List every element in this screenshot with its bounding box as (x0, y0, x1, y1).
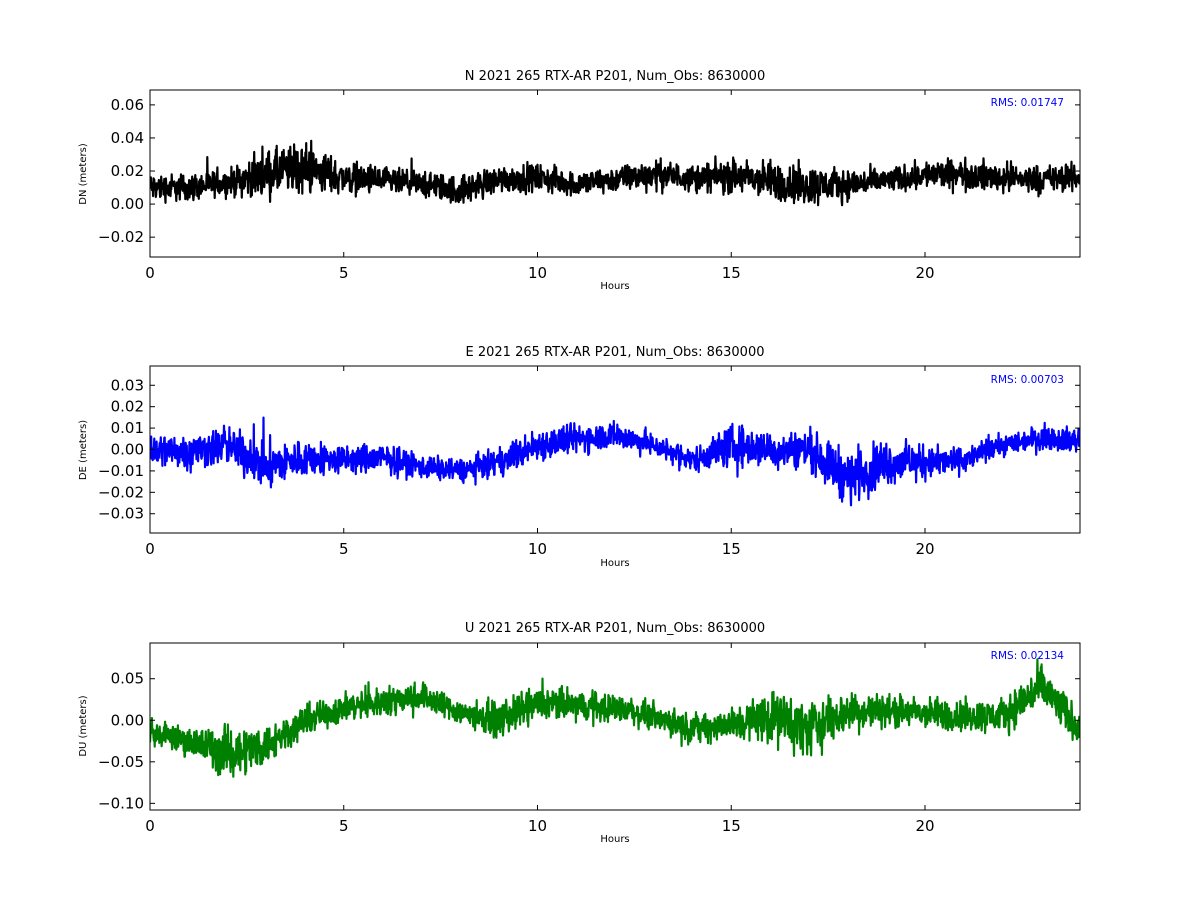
x-axis-label: Hours (600, 281, 629, 292)
subplot-up: U 2021 265 RTX-AR P201, Num_Obs: 8630000… (78, 621, 1081, 845)
x-tick-label: 0 (145, 817, 155, 835)
axes-frame (149, 642, 1081, 811)
x-tick-label: 20 (915, 540, 934, 558)
series-line (150, 139, 1080, 207)
axes-frame (149, 89, 1081, 258)
x-tick-label: 15 (722, 817, 741, 835)
y-tick-label: 0.06 (111, 96, 144, 114)
rms-label: RMS: 0.01747 (991, 97, 1064, 109)
x-tick-label: 20 (915, 817, 934, 835)
x-tick-label: 5 (339, 817, 349, 835)
x-tick-label: 0 (145, 264, 155, 282)
y-tick-label: −0.10 (98, 794, 144, 812)
x-tick-label: 20 (915, 264, 934, 282)
x-tick-label: 0 (145, 540, 155, 558)
y-tick-label: −0.02 (98, 483, 144, 501)
y-tick-label: 0.02 (111, 398, 144, 416)
subplot-title: E 2021 265 RTX-AR P201, Num_Obs: 8630000 (466, 345, 765, 360)
subplot-title: N 2021 265 RTX-AR P201, Num_Obs: 8630000 (465, 69, 765, 84)
x-tick-label: 10 (528, 817, 547, 835)
y-tick-label: −0.03 (98, 505, 144, 523)
y-tick-label: −0.02 (98, 228, 144, 246)
y-tick-label: 0.00 (111, 441, 144, 459)
rms-label: RMS: 0.00703 (991, 374, 1064, 386)
x-tick-label: 10 (528, 540, 547, 558)
x-axis-label: Hours (600, 834, 629, 845)
axes-frame (149, 365, 1081, 534)
series-line (150, 658, 1080, 778)
y-tick-label: −0.01 (98, 462, 144, 480)
y-tick-label: 0.01 (111, 419, 144, 437)
y-axis-label: DE (meters) (78, 420, 89, 480)
x-tick-label: 10 (528, 264, 547, 282)
x-axis-label: Hours (600, 558, 629, 569)
y-tick-label: 0.05 (111, 670, 144, 688)
y-tick-label: 0.04 (111, 129, 144, 147)
subplot-north: N 2021 265 RTX-AR P201, Num_Obs: 8630000… (78, 69, 1081, 292)
y-tick-label: 0.03 (111, 376, 144, 394)
x-tick-label: 5 (339, 264, 349, 282)
y-tick-label: −0.05 (98, 753, 144, 771)
x-tick-label: 15 (722, 540, 741, 558)
y-tick-label: 0.02 (111, 162, 144, 180)
subplot-east: E 2021 265 RTX-AR P201, Num_Obs: 8630000… (78, 345, 1081, 569)
y-tick-label: 0.00 (111, 711, 144, 729)
y-axis-label: DN (meters) (78, 143, 89, 205)
x-tick-label: 5 (339, 540, 349, 558)
series-line (150, 416, 1080, 507)
y-axis-label: DU (meters) (78, 695, 89, 756)
subplot-title: U 2021 265 RTX-AR P201, Num_Obs: 8630000 (465, 621, 765, 636)
rms-label: RMS: 0.02134 (991, 650, 1065, 662)
x-tick-label: 15 (722, 264, 741, 282)
y-tick-label: 0.00 (111, 195, 144, 213)
